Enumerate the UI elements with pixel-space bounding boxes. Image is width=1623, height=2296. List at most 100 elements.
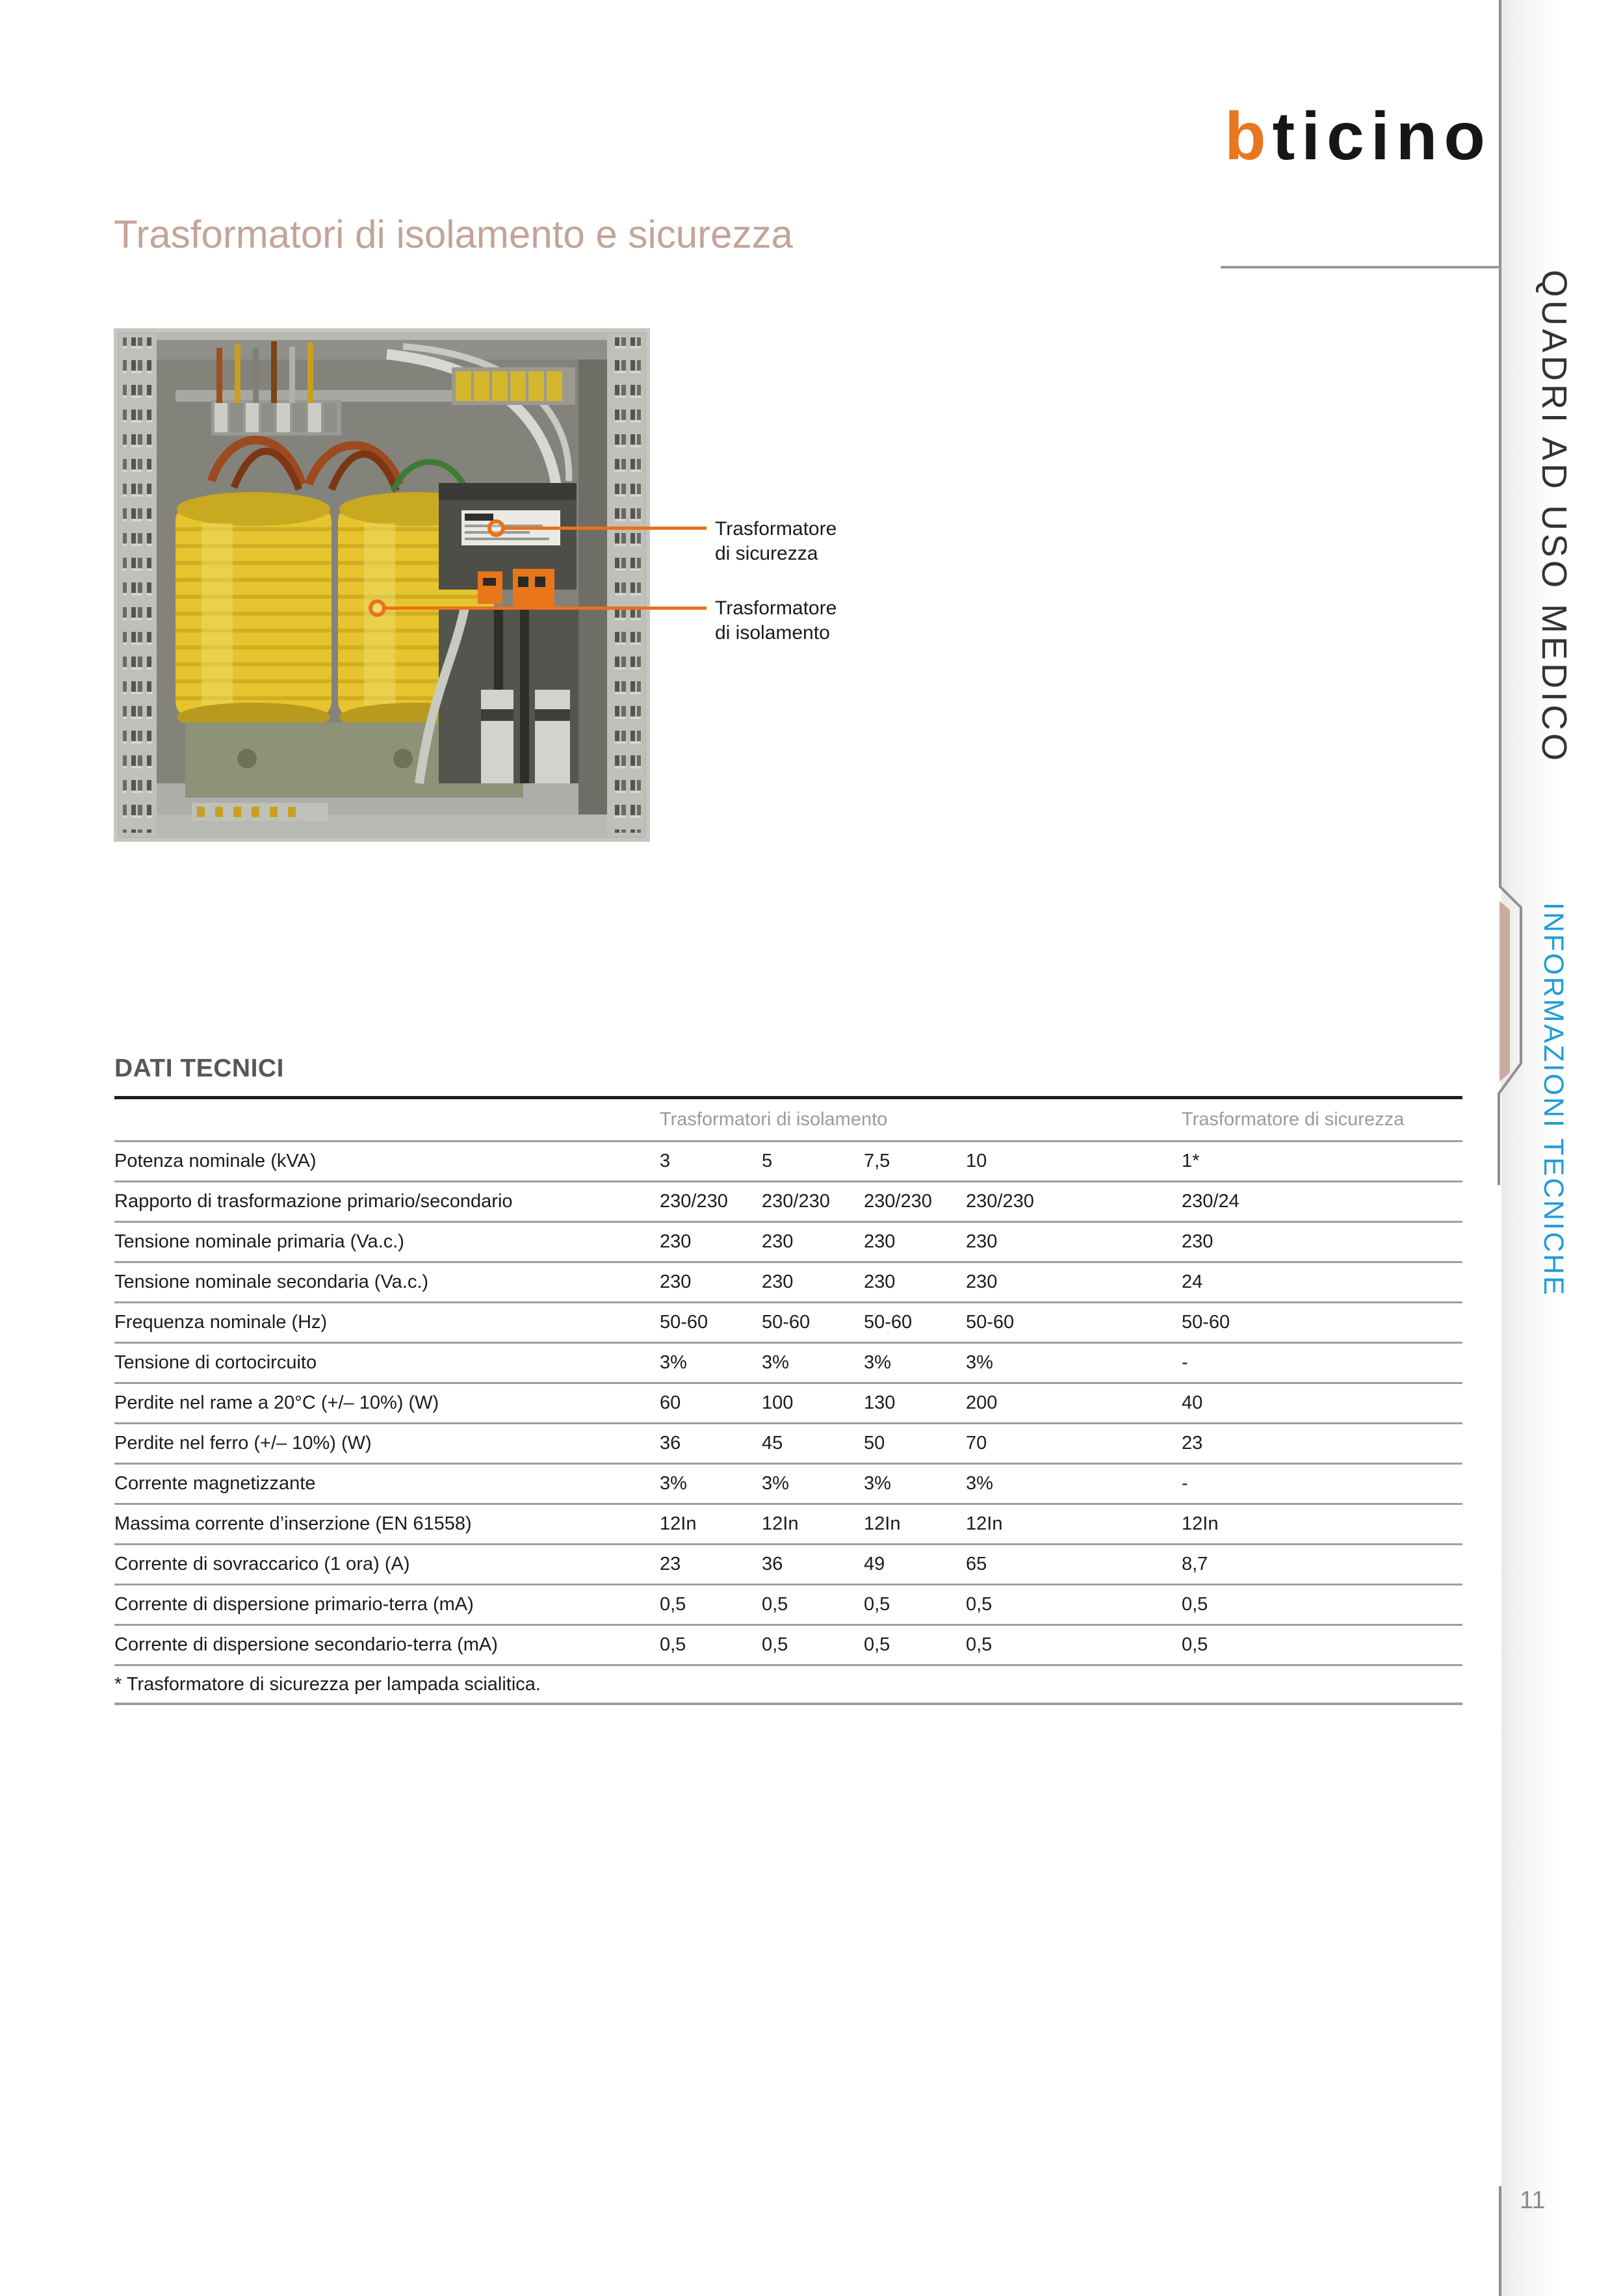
page-title: Trasformatori di isolamento e sicurezza (114, 213, 793, 256)
row-value: 0,5 (660, 1594, 686, 1615)
row-value: 230/24 (1182, 1191, 1240, 1212)
table-row: Tensione nominale secondaria (Va.c.) 230 2… (114, 1263, 1462, 1303)
row-value: 36 (660, 1433, 681, 1454)
row-label: Massima corrente d’inserzione (EN 61558) (114, 1513, 472, 1534)
row-value: 3 (660, 1151, 671, 1171)
row-label: Frequenza nominale (Hz) (114, 1312, 328, 1333)
row-value: 0,5 (762, 1634, 788, 1655)
table-row: Perdite nel ferro (+/– 10%) (W) 36 45 50 70 2… (114, 1424, 1462, 1465)
row-value: 70 (966, 1433, 987, 1454)
row-value: 3% (660, 1352, 687, 1373)
row-value: 12In (660, 1513, 697, 1534)
callout-label-sicurezza: Trasformatore di sicurezza (715, 517, 837, 566)
table-row: Massima corrente d’inserzione (EN 61558)… (114, 1505, 1462, 1545)
row-label: Rapporto di trasformazione primario/seco… (114, 1191, 513, 1212)
table-row: Corrente di dispersione primario-terra (… (114, 1585, 1462, 1626)
row-label: Tensione nominale secondaria (Va.c.) (114, 1272, 429, 1292)
table-row: Tensione di cortocircuito 3% 3% 3% 3% - (114, 1344, 1462, 1384)
table-row: Rapporto di trasformazione primario/seco… (114, 1182, 1462, 1223)
row-value: 200 (966, 1392, 998, 1413)
table-row: Tensione nominale primaria (Va.c.) 230 230… (114, 1223, 1462, 1263)
table-row: Frequenza nominale (Hz) 50-60 50-60 50-60 50… (114, 1303, 1462, 1344)
row-value: 45 (762, 1433, 783, 1454)
page-edge-gradient (1501, 0, 1559, 2296)
callout-label-line: di sicurezza (715, 543, 818, 564)
upper-terminal-block (452, 367, 575, 405)
row-value: 0,5 (864, 1634, 890, 1655)
row-value: 60 (660, 1392, 681, 1413)
row-value: 50-60 (966, 1312, 1015, 1333)
logo-prefix: b (1225, 99, 1273, 174)
row-value: 130 (864, 1392, 896, 1413)
row-value: 230 (762, 1231, 794, 1252)
col-group-sicurezza: Trasformatore di sicurezza (1182, 1109, 1405, 1130)
row-value: 12In (966, 1513, 1003, 1534)
row-value: 8,7 (1182, 1554, 1208, 1574)
row-value: 40 (1182, 1392, 1203, 1413)
table-heading: DATI TECNICI (114, 1054, 284, 1082)
row-value: 0,5 (762, 1594, 788, 1615)
row-label: Corrente di dispersione primario-terra (… (114, 1594, 474, 1615)
row-value: 50 (864, 1433, 885, 1454)
table-row: Corrente magnetizzante 3% 3% 3% 3% - (114, 1465, 1462, 1505)
table-group-header-row: Trasformatori di isolamento Trasformatore… (114, 1099, 1462, 1142)
callout-line-isolamento (383, 607, 707, 610)
callout-label-isolamento: Trasformatore di isolamento (715, 596, 837, 646)
safety-transformer-module (439, 483, 577, 590)
row-value: 3% (966, 1352, 993, 1373)
row-value: 50-60 (660, 1312, 708, 1333)
row-value: 230/230 (660, 1191, 728, 1212)
row-value: 0,5 (660, 1634, 686, 1655)
callout-dot-isolamento (369, 599, 386, 617)
row-value: 3% (762, 1473, 789, 1494)
cabinet-photo (114, 328, 650, 842)
row-value: 3% (864, 1352, 891, 1373)
row-value: 230 (864, 1272, 896, 1292)
callout-label-line: Trasformatore (715, 518, 837, 540)
row-value: 12In (1182, 1513, 1219, 1534)
table-row: Corrente di sovraccarico (1 ora) (A) 23 36… (114, 1545, 1462, 1585)
sidebar-section-label: QUADRI AD USO MEDICO (1535, 270, 1574, 764)
row-value: - (1182, 1473, 1188, 1494)
row-label: Corrente di sovraccarico (1 ora) (A) (114, 1554, 410, 1574)
orange-terminals (478, 569, 554, 607)
technical-data-table: Trasformatori di isolamento Trasformatore… (114, 1096, 1462, 1705)
callout-label-line: Trasformatore (715, 597, 837, 619)
callout-label-line: di isolamento (715, 622, 830, 644)
section-tab-marker (1500, 901, 1510, 1082)
row-value: 230/230 (864, 1191, 932, 1212)
row-value: - (1182, 1352, 1188, 1373)
row-value: 230 (660, 1272, 692, 1292)
row-label: Potenza nominale (kVA) (114, 1151, 317, 1171)
row-value: 24 (1182, 1272, 1203, 1292)
table-row: Perdite nel rame a 20°C (+/– 10%) (W) 60 1… (114, 1384, 1462, 1424)
row-value: 3% (762, 1352, 789, 1373)
row-value: 0,5 (1182, 1594, 1208, 1615)
row-value: 7,5 (864, 1151, 890, 1171)
row-label: Tensione di cortocircuito (114, 1352, 317, 1373)
table-row: Corrente di dispersione secondario-terra… (114, 1626, 1462, 1666)
row-value: 23 (660, 1554, 681, 1574)
row-value: 1* (1182, 1151, 1200, 1171)
row-value: 50-60 (762, 1312, 811, 1333)
table-row: Potenza nominale (kVA) 3 5 7,5 10 1* (114, 1142, 1462, 1182)
bticino-logo: bticino (1225, 103, 1492, 170)
table-footnote: * Trasformatore di sicurezza per lampada… (114, 1666, 1462, 1705)
row-value: 0,5 (966, 1594, 993, 1615)
row-value: 0,5 (966, 1634, 993, 1655)
row-value: 5 (762, 1151, 773, 1171)
row-value: 50-60 (864, 1312, 913, 1333)
page-edge-line-bottom (1499, 2186, 1501, 2296)
row-value: 3% (660, 1473, 687, 1494)
row-value: 0,5 (864, 1594, 890, 1615)
callout-dot-sicurezza (487, 519, 505, 537)
logo-suffix: ticino (1272, 99, 1492, 174)
breaker-boxes (481, 690, 570, 783)
row-value: 230 (966, 1272, 998, 1292)
row-value: 36 (762, 1554, 783, 1574)
section-tab-outline (1498, 871, 1522, 1185)
row-value: 230 (864, 1231, 896, 1252)
col-group-isolamento: Trasformatori di isolamento (660, 1109, 888, 1130)
row-value: 230 (966, 1231, 998, 1252)
